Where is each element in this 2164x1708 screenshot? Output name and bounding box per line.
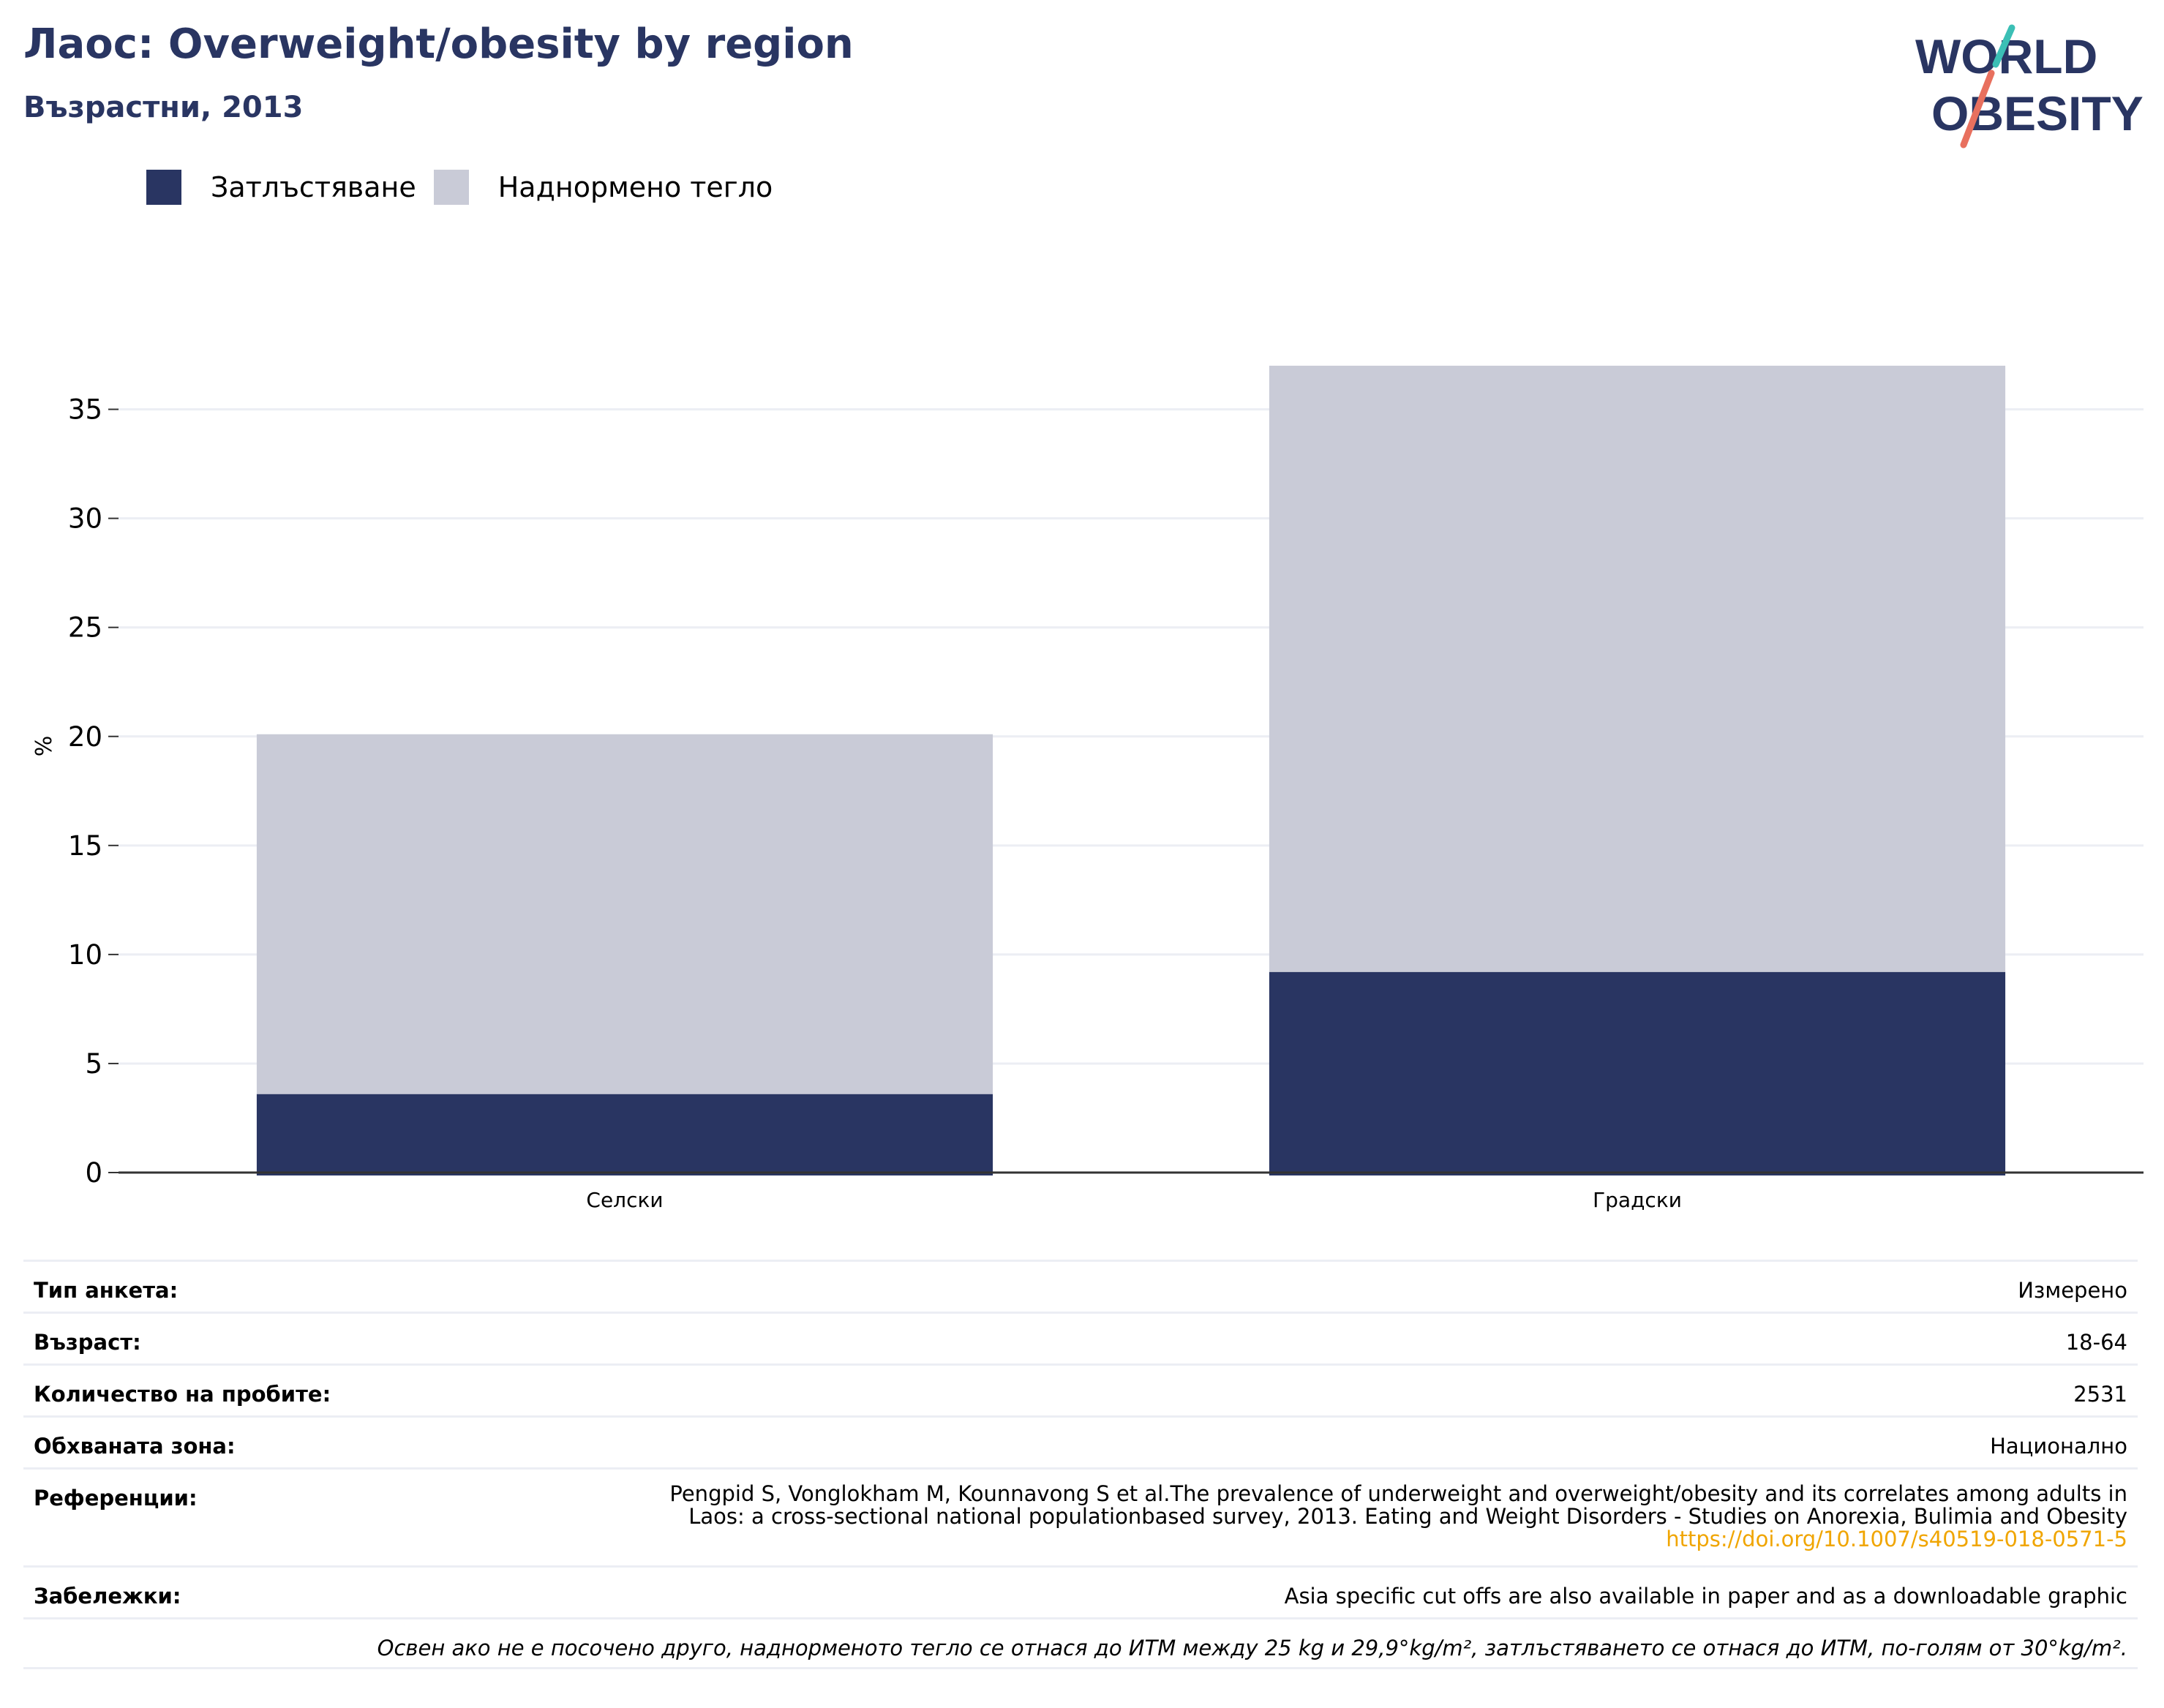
info-row-survey-type: Тип анкета: Измерено — [23, 1260, 2138, 1312]
info-row-references: Референции: Pengpid S, Vonglokham M, Kou… — [23, 1467, 2138, 1565]
legend-item-overweight: Наднормено тегло — [433, 170, 773, 205]
chart-title: Лаос: Overweight/obesity by region — [23, 20, 854, 68]
bar-overweight-0 — [256, 734, 993, 1094]
footnote-text: Освен ако не е посочено друго, наднормен… — [377, 1636, 2127, 1660]
info-row-age: Възраст: 18-64 — [23, 1312, 2138, 1363]
legend-label-obesity: Затлъстяване — [211, 171, 416, 203]
y-tick-label: 30 — [68, 503, 102, 535]
bar-chart: 0 5 10 15 20 25 30 35% Селски Градски — [31, 365, 2144, 1212]
legend-item-obesity: Затлъстяване — [146, 170, 416, 205]
bar-overweight-1 — [1269, 365, 2006, 972]
bar-obesity-0 — [256, 1094, 993, 1175]
survey-info-table: Тип анкета: Измерено Възраст: 18-64 Коли… — [23, 1260, 2138, 1669]
y-tick-label: 15 — [68, 830, 102, 862]
info-row-notes: Забележки: Asia specific cut offs are al… — [23, 1565, 2138, 1617]
legend-swatch-obesity — [146, 170, 181, 205]
info-label: Тип анкета: — [34, 1278, 179, 1303]
y-tick-label: 0 — [85, 1157, 102, 1189]
info-value: 2531 — [2073, 1382, 2127, 1407]
reference-line-2: Laos: a cross-sectional national populat… — [688, 1504, 2127, 1529]
y-tick-label: 5 — [85, 1048, 102, 1080]
references-text: Pengpid S, Vonglokham M, Kounnavong S et… — [669, 1470, 2127, 1551]
y-tick-label: 25 — [68, 612, 102, 644]
x-tick-label: Градски — [1593, 1188, 1682, 1212]
info-label: Възраст: — [34, 1330, 141, 1355]
legend-label-overweight: Наднормено тегло — [497, 171, 773, 203]
bar-layer — [256, 365, 2006, 1175]
info-row-area: Обхваната зона: Национално — [23, 1415, 2138, 1467]
axis-layer: 0 5 10 15 20 25 30 35% Селски Градски — [31, 394, 2144, 1212]
chart-legend: Затлъстяване Наднормено тегло — [146, 167, 790, 208]
y-tick-label: 10 — [68, 939, 102, 971]
info-label: Забележки: — [34, 1584, 181, 1609]
info-row-sample-size: Количество на пробите: 2531 — [23, 1363, 2138, 1415]
info-label: Референции: — [34, 1486, 198, 1511]
legend-swatch-overweight — [433, 170, 469, 205]
info-value: Измерено — [2018, 1278, 2127, 1303]
reference-doi-link[interactable]: https://doi.org/10.1007/s40519-018-0571-… — [1666, 1527, 2127, 1551]
world-obesity-logo: WORLD OBESITY — [1915, 24, 2144, 148]
y-axis-label: % — [31, 736, 57, 757]
info-row-footnote: Освен ако не е посочено друго, наднормен… — [23, 1617, 2138, 1669]
x-tick-label: Селски — [586, 1188, 663, 1212]
y-tick-label: 35 — [68, 394, 102, 426]
info-value: 18-64 — [2065, 1330, 2127, 1355]
info-value: Asia specific cut offs are also availabl… — [1284, 1584, 2127, 1609]
y-tick-label: 20 — [68, 721, 102, 753]
bar-obesity-1 — [1269, 971, 2006, 1175]
info-label: Обхваната зона: — [34, 1434, 236, 1459]
info-value: Национално — [1990, 1434, 2127, 1459]
reference-line-1: Pengpid S, Vonglokham M, Kounnavong S et… — [669, 1481, 2127, 1506]
info-label: Количество на пробите: — [34, 1382, 331, 1407]
chart-subtitle: Възрастни, 2013 — [23, 91, 304, 124]
